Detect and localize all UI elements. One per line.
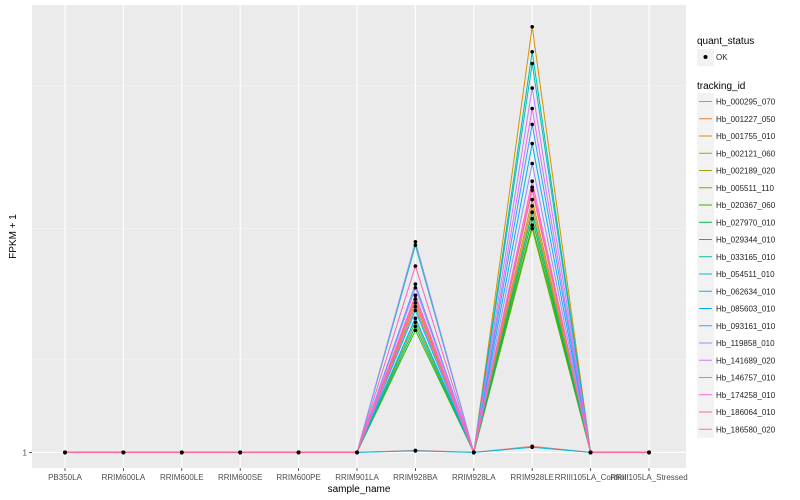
- x-axis: PB350LA RRIM600LA RRIM600LE RRIM600SE RRIM60…: [48, 468, 688, 482]
- data-point-Hb_005511_110-RRIM928LE: [530, 226, 534, 231]
- data-point-Hb_093161_010-RRIM928BA: [413, 282, 418, 286]
- data-point-Hb_054511_010-RRIM928BA: [413, 308, 418, 313]
- data-point-Hb_186580_020-PB350LA: [63, 450, 67, 455]
- y-axis: 1: [23, 448, 32, 457]
- data-point-Hb_001755_010-RRIM928LE: [530, 25, 534, 29]
- data-point-Hb_186580_020-RRIM928LA: [472, 450, 476, 455]
- data-point-Hb_002121_060-RRIM928LE: [530, 197, 534, 202]
- x-tick-label: RRIM600LE: [160, 473, 204, 482]
- legend-label-Hb_033165_010: Hb_033165_010: [716, 253, 776, 262]
- legend-title-tracking-id: tracking_id: [697, 81, 745, 92]
- legend-label-Hb_186580_020: Hb_186580_020: [716, 425, 776, 434]
- data-point-Hb_001755_010-RRIM928BA: [413, 301, 418, 305]
- data-point-Hb_062634_010-RRIM928BA: [413, 449, 418, 453]
- data-point-Hb_146757_010-RRIM928LE: [530, 106, 534, 111]
- data-point-Hb_186580_020-RRIM600LA: [121, 450, 126, 455]
- legend: quant_status OK tracking_id Hb_000295_07…: [697, 36, 776, 438]
- y-tick-label: 1: [23, 448, 28, 457]
- x-tick-label: RRIII105LA_Control: [555, 473, 627, 482]
- data-point-Hb_146757_010-RRIM928BA: [413, 304, 418, 309]
- data-point-Hb_186064_010-RRIM928BA: [413, 264, 418, 268]
- data-point-Hb_174258_010-RRIM928BA: [413, 293, 418, 298]
- data-point-Hb_186580_020-RRIM600PE: [296, 450, 301, 455]
- legend-label-Hb_001227_050: Hb_001227_050: [716, 115, 776, 124]
- data-point-Hb_186580_020-RRIM928BA: [413, 297, 418, 301]
- legend-label-Hb_000295_070: Hb_000295_070: [716, 98, 776, 107]
- legend-label-Hb_141689_020: Hb_141689_020: [716, 356, 776, 365]
- data-point-Hb_085603_010-RRIM928LE: [530, 141, 534, 146]
- legend-label-Hb_020367_060: Hb_020367_060: [716, 201, 776, 210]
- data-point-Hb_005511_110-RRIM928BA: [413, 320, 418, 325]
- data-point-Hb_186580_020-RRIM901LA: [355, 450, 359, 455]
- data-points: [63, 25, 651, 455]
- legend-title-quant-status: quant_status: [697, 36, 754, 47]
- legend-label-Hb_005511_110: Hb_005511_110: [716, 184, 775, 193]
- legend-label-Hb_093161_010: Hb_093161_010: [716, 322, 776, 331]
- data-point-Hb_186580_020-RRIII105LA_Stressed: [647, 450, 651, 455]
- data-point-Hb_186580_020-RRIII105LA_Control: [588, 450, 593, 455]
- legend-label-Hb_146757_010: Hb_146757_010: [716, 374, 776, 383]
- x-tick-label: RRIM928BA: [393, 473, 438, 482]
- legend-label-Hb_186064_010: Hb_186064_010: [716, 408, 776, 417]
- data-point-Hb_033165_010-RRIM928BA: [413, 243, 418, 247]
- x-tick-label: RRIM600PE: [276, 473, 320, 482]
- data-point-Hb_141689_020-RRIM928BA: [413, 286, 418, 290]
- legend-label-Hb_027970_010: Hb_027970_010: [716, 218, 776, 227]
- legend-label-Hb_029344_010: Hb_029344_010: [716, 236, 776, 245]
- y-axis-title: FPKM + 1: [8, 214, 19, 259]
- plot-panel: [32, 5, 686, 468]
- x-tick-label: RRIII105LA_Stressed: [610, 473, 687, 482]
- x-tick-label: RRIM600LA: [102, 473, 146, 482]
- legend-label-Hb_085603_010: Hb_085603_010: [716, 305, 776, 314]
- data-point-Hb_033165_010-RRIM928LE: [530, 50, 534, 54]
- legend-key-point: [703, 55, 708, 59]
- legend-label-Hb_062634_010: Hb_062634_010: [716, 287, 776, 296]
- legend-label-quant: OK: [716, 53, 728, 62]
- data-point-Hb_186064_010-RRIM928LE: [530, 188, 534, 193]
- legend-label-Hb_174258_010: Hb_174258_010: [716, 391, 776, 400]
- data-point-Hb_186580_020-RRIM600LE: [180, 450, 184, 455]
- x-tick-label: RRIM928LA: [452, 473, 496, 482]
- data-point-Hb_054511_010-RRIM928LE: [530, 61, 534, 66]
- data-point-Hb_020367_060-RRIM928BA: [413, 328, 418, 333]
- data-point-Hb_085603_010-RRIM928BA: [413, 316, 418, 321]
- data-point-Hb_062634_010-RRIM928LE: [530, 445, 534, 450]
- legend-label-Hb_054511_010: Hb_054511_010: [716, 270, 775, 279]
- data-point-Hb_029344_010-RRIM928BA: [413, 324, 418, 329]
- legend-label-Hb_001755_010: Hb_001755_010: [716, 132, 776, 141]
- data-point-Hb_186580_020-RRIM600SE: [238, 450, 242, 455]
- data-point-Hb_093161_010-RRIM928LE: [530, 122, 534, 127]
- x-tick-label: RRIM600SE: [218, 473, 262, 482]
- x-axis-title: sample_name: [328, 484, 391, 495]
- data-point-Hb_174258_010-RRIM928LE: [530, 179, 534, 183]
- legend-label-Hb_002189_020: Hb_002189_020: [716, 167, 776, 176]
- data-point-Hb_119858_010-RRIM928BA: [413, 240, 418, 244]
- data-point-Hb_020367_060-RRIM928LE: [530, 223, 534, 227]
- x-tick-label: RRIM928LE: [510, 473, 554, 482]
- data-point-Hb_029344_010-RRIM928LE: [530, 210, 534, 214]
- data-point-Hb_119858_010-RRIM928LE: [530, 161, 534, 166]
- data-point-Hb_027970_010-RRIM928LE: [530, 216, 534, 221]
- x-tick-label: RRIM901LA: [335, 473, 379, 482]
- x-tick-label: PB350LA: [48, 473, 82, 482]
- legend-label-Hb_002121_060: Hb_002121_060: [716, 149, 776, 158]
- data-point-Hb_141689_020-RRIM928LE: [530, 86, 534, 90]
- grid: [32, 5, 686, 468]
- legend-label-Hb_119858_010: Hb_119858_010: [716, 339, 775, 348]
- data-point-Hb_001227_050-RRIM928LE: [530, 204, 534, 208]
- data-point-Hb_186580_020-RRIM928LE: [530, 185, 534, 190]
